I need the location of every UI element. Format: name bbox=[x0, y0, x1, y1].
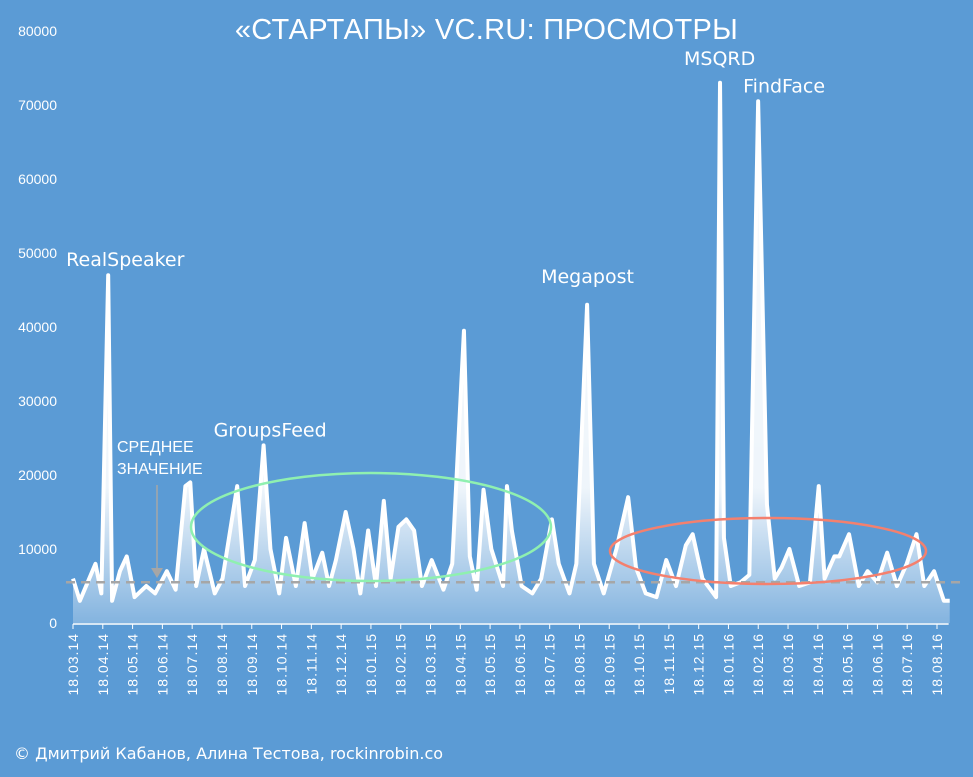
mean-label: СРЕДНЕЕ bbox=[117, 439, 194, 456]
x-tick-label: 18.11.15 bbox=[661, 633, 677, 694]
y-tick-label: 20000 bbox=[18, 467, 57, 483]
y-tick-label: 30000 bbox=[18, 393, 57, 409]
x-tick-label: 18.10.14 bbox=[274, 633, 290, 696]
x-tick-label: 18.08.16 bbox=[929, 633, 945, 696]
x-tick-label: 18.05.14 bbox=[125, 633, 141, 696]
annotation-label: GroupsFeed bbox=[214, 419, 327, 441]
annotation-label: FindFace bbox=[743, 75, 825, 97]
x-tick-label: 18.04.16 bbox=[810, 633, 826, 696]
x-tick-label: 18.08.15 bbox=[571, 633, 587, 696]
x-tick-label: 18.11.14 bbox=[303, 633, 319, 694]
annotation-label: Megapost bbox=[541, 266, 634, 288]
y-tick-label: 40000 bbox=[18, 319, 57, 335]
mean-arrow-head bbox=[151, 568, 163, 578]
x-tick-label: 18.07.16 bbox=[899, 633, 915, 696]
highlight-ellipse-green bbox=[189, 471, 553, 583]
mean-label: ЗНАЧЕНИЕ bbox=[117, 461, 203, 478]
x-tick-label: 18.04.14 bbox=[95, 633, 111, 696]
x-tick-label: 18.05.15 bbox=[482, 633, 498, 696]
x-tick-label: 18.02.16 bbox=[750, 633, 766, 696]
x-tick-label: 18.06.16 bbox=[869, 633, 885, 696]
x-tick-label: 18.03.14 bbox=[65, 633, 81, 696]
credit-text: © Дмитрий Кабанов, Алина Тестова, rockin… bbox=[14, 744, 444, 763]
area-fill bbox=[73, 82, 950, 624]
series-line bbox=[71, 80, 950, 603]
x-tick-label: 18.03.15 bbox=[423, 633, 439, 696]
y-tick-label: 50000 bbox=[18, 245, 57, 261]
x-tick-label: 18.06.14 bbox=[154, 633, 170, 696]
x-tick-label: 18.03.16 bbox=[780, 633, 796, 696]
x-tick-label: 18.07.15 bbox=[542, 633, 558, 696]
chart-title: «СТАРТАПЫ» VC.RU: ПРОСМОТРЫ bbox=[234, 14, 739, 46]
x-tick-label: 18.09.14 bbox=[244, 633, 260, 696]
y-tick-label: 80000 bbox=[18, 23, 57, 39]
x-tick-label: 18.04.15 bbox=[452, 633, 468, 696]
highlight-ellipse-red bbox=[608, 516, 928, 586]
x-tick-label: 18.05.16 bbox=[840, 633, 856, 696]
y-tick-label: 10000 bbox=[18, 541, 57, 557]
y-tick-label: 60000 bbox=[18, 171, 57, 187]
x-tick-label: 18.08.14 bbox=[214, 633, 230, 696]
x-tick-label: 18.01.15 bbox=[363, 633, 379, 696]
annotation-label: MSQRD bbox=[684, 48, 755, 70]
x-tick-label: 18.06.15 bbox=[512, 633, 528, 696]
x-tick-label: 18.09.15 bbox=[601, 633, 617, 696]
x-tick-label: 18.01.16 bbox=[720, 633, 736, 696]
x-tick-label: 18.07.14 bbox=[184, 633, 200, 696]
x-tick-label: 18.10.15 bbox=[631, 633, 647, 696]
annotation-label: RealSpeaker bbox=[66, 249, 184, 271]
y-tick-label: 70000 bbox=[18, 97, 57, 113]
x-tick-label: 18.02.15 bbox=[393, 633, 409, 696]
x-tick-label: 18.12.14 bbox=[333, 633, 349, 696]
y-tick-label: 0 bbox=[49, 615, 57, 631]
x-tick-label: 18.12.15 bbox=[691, 633, 707, 696]
